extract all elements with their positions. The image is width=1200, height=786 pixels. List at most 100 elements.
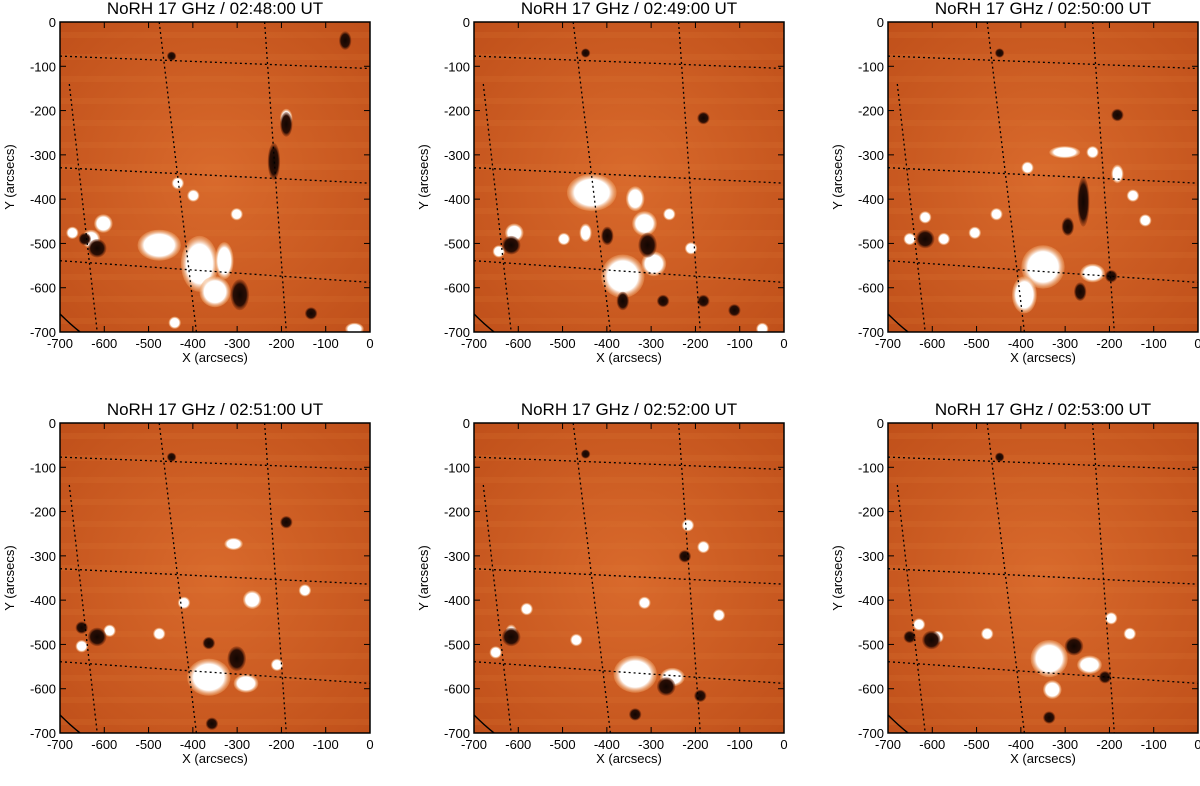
bright-source xyxy=(684,242,698,255)
plot-frame xyxy=(473,21,785,333)
x-tick-label: -100 xyxy=(727,336,753,351)
x-tick-label: -200 xyxy=(682,737,708,752)
bright-source xyxy=(1077,655,1102,675)
longitude-grid-line xyxy=(158,22,198,332)
bright-source xyxy=(1080,263,1105,283)
y-axis-label: Y (arcsecs) xyxy=(416,144,431,210)
y-tick-label: -700 xyxy=(858,726,884,741)
x-tick-label: -500 xyxy=(136,336,162,351)
bright-source xyxy=(224,537,243,551)
bright-source xyxy=(489,646,502,659)
bright-source xyxy=(712,609,726,622)
x-tick-label: -700 xyxy=(47,737,73,752)
solar-image-plot: -700 -600 -500 -400 -300 -200 -100 0 0 -100 -200 -3… xyxy=(2,15,374,365)
plot-frame xyxy=(473,422,785,734)
dark-source xyxy=(580,48,591,58)
dark-source xyxy=(78,232,92,246)
dark-source xyxy=(1111,108,1124,122)
y-tick-label: -600 xyxy=(30,281,56,296)
plot-frame xyxy=(887,422,1199,734)
bright-source xyxy=(345,322,364,332)
y-tick-label: -200 xyxy=(858,104,884,119)
bright-source xyxy=(601,254,645,298)
bright-source xyxy=(1105,612,1118,625)
bright-source xyxy=(298,584,312,597)
y-tick-label: -600 xyxy=(858,682,884,697)
x-axis-label: X (arcsecs) xyxy=(596,350,662,365)
bright-source xyxy=(681,519,695,532)
solar-image-plot: -700 -600 -500 -400 -300 -200 -100 0 0 -100 -200 -3… xyxy=(416,416,788,766)
y-tick-label: -600 xyxy=(444,281,470,296)
dark-source xyxy=(678,550,691,563)
dark-source xyxy=(994,452,1005,462)
bright-source xyxy=(990,208,1003,221)
bright-source xyxy=(233,674,259,693)
x-tick-label: -400 xyxy=(180,737,206,752)
solar-image-plot: -700 -600 -500 -400 -300 -200 -100 0 0 -100 -200 -3… xyxy=(830,416,1200,766)
bright-source xyxy=(177,596,191,609)
dark-source xyxy=(922,630,941,650)
y-tick-label: -600 xyxy=(30,682,56,697)
bright-source xyxy=(187,658,231,696)
dark-source xyxy=(694,689,707,702)
x-tick-label: -300 xyxy=(1052,737,1078,752)
latitude-grid-line xyxy=(60,55,370,70)
longitude-grid-line xyxy=(572,423,612,733)
bright-source xyxy=(697,540,710,554)
bright-source xyxy=(613,655,657,693)
bright-source xyxy=(756,322,769,332)
x-tick-label: 0 xyxy=(780,737,787,752)
bright-source xyxy=(1139,214,1152,227)
y-tick-label: -300 xyxy=(444,549,470,564)
image-panel-3: NoRH 17 GHz / 02:50:00 UT -700 -600 -500 -40… xyxy=(828,0,1200,385)
dark-source xyxy=(728,304,741,317)
y-tick-label: -500 xyxy=(444,637,470,652)
plot-frame xyxy=(887,21,1199,333)
dark-source xyxy=(638,232,657,258)
x-axis-label: X (arcsecs) xyxy=(1010,350,1076,365)
x-tick-label: -700 xyxy=(875,737,901,752)
longitude-grid-line xyxy=(677,423,701,733)
dark-source xyxy=(304,307,318,320)
x-tick-label: -600 xyxy=(505,737,531,752)
x-tick-label: 0 xyxy=(366,737,373,752)
dark-source xyxy=(1074,282,1087,302)
dark-source xyxy=(915,229,935,249)
x-tick-label: -100 xyxy=(1141,737,1167,752)
y-tick-label: 0 xyxy=(463,15,470,30)
y-tick-label: -600 xyxy=(858,281,884,296)
panel-title: NoRH 17 GHz / 02:50:00 UT xyxy=(934,0,1152,18)
y-tick-label: -700 xyxy=(444,325,470,340)
dark-source xyxy=(656,677,676,696)
solar-limb xyxy=(474,313,495,332)
x-tick-label: -700 xyxy=(875,336,901,351)
latitude-grid-line xyxy=(888,55,1198,70)
x-tick-label: -500 xyxy=(964,336,990,351)
x-tick-label: -300 xyxy=(224,737,250,752)
latitude-grid-line xyxy=(888,260,1198,284)
bright-source xyxy=(94,214,113,233)
x-axis-label: X (arcsecs) xyxy=(1010,751,1076,766)
y-tick-label: 0 xyxy=(877,416,884,431)
y-tick-label: -400 xyxy=(858,593,884,608)
plot-frame xyxy=(59,21,371,333)
dark-source xyxy=(75,621,88,634)
bright-source xyxy=(1021,245,1065,289)
dark-source xyxy=(580,449,591,459)
dark-source xyxy=(339,31,352,50)
y-axis-label: Y (arcsecs) xyxy=(2,144,17,210)
y-tick-label: -400 xyxy=(858,192,884,207)
x-tick-label: -600 xyxy=(91,336,117,351)
x-tick-label: 0 xyxy=(1194,336,1200,351)
bright-source xyxy=(242,590,262,609)
image-background xyxy=(888,423,1198,733)
longitude-grid-line xyxy=(896,484,926,733)
solar-limb xyxy=(888,714,909,733)
x-tick-label: -500 xyxy=(550,336,576,351)
dark-source xyxy=(501,235,521,255)
dark-source xyxy=(697,111,710,125)
solar-image-plot: -700 -600 -500 -400 -300 -200 -100 0 0 -100 -200 -3… xyxy=(830,15,1200,365)
solar-limb xyxy=(60,313,81,332)
latitude-grid-line xyxy=(60,661,370,685)
longitude-grid-line xyxy=(68,83,98,332)
